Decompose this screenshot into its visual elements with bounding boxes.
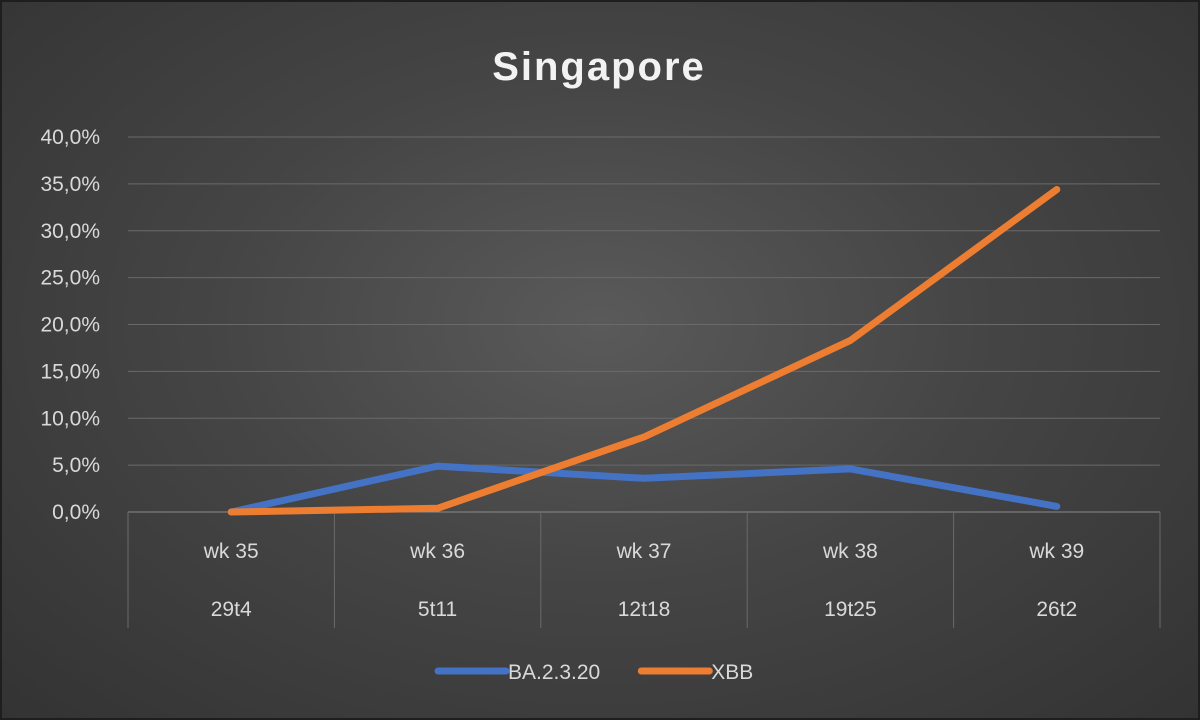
y-axis: 0,0% 5,0% 10,0% 15,0% 20,0% 25,0% 30,0% 35,0% 40… — [40, 126, 100, 524]
y-tick-label: 20,0% — [40, 314, 100, 337]
x-tick-label-week: wk 38 — [822, 540, 878, 563]
series-lines — [231, 189, 1057, 512]
x-tick-label-range: 19t25 — [824, 598, 877, 621]
y-tick-label: 15,0% — [40, 360, 100, 383]
x-tick-label-range: 26t2 — [1036, 598, 1077, 621]
x-tick-label-week: wk 39 — [1028, 540, 1084, 563]
series-line-ba-2-3-20 — [231, 466, 1057, 512]
x-tick-label-range: 29t4 — [211, 598, 252, 621]
legend-label: XBB — [711, 661, 753, 684]
y-tick-label: 30,0% — [40, 220, 100, 243]
series-line-xbb — [231, 190, 1057, 513]
chart-title: Singapore — [492, 45, 706, 89]
legend-label: BA.2.3.20 — [508, 661, 600, 684]
gridlines — [128, 137, 1160, 512]
x-tick-label-week: wk 37 — [616, 540, 672, 563]
x-tick-label-range: 12t18 — [618, 598, 671, 621]
x-tick-label-week: wk 36 — [409, 540, 465, 563]
x-tick-label-week: wk 35 — [203, 540, 259, 563]
x-tick-label-range: 5t11 — [418, 598, 457, 621]
legend: BA.2.3.20 XBB — [438, 661, 753, 684]
y-tick-label: 5,0% — [52, 454, 100, 477]
y-tick-label: 0,0% — [52, 501, 100, 524]
y-tick-label: 35,0% — [40, 173, 100, 196]
y-tick-label: 10,0% — [40, 407, 100, 430]
y-tick-label: 25,0% — [40, 267, 100, 290]
y-tick-label: 40,0% — [40, 126, 100, 149]
x-axis: wk 35 wk 36 wk 37 wk 38 wk 39 29t4 5t11 12t18 19… — [128, 512, 1160, 628]
